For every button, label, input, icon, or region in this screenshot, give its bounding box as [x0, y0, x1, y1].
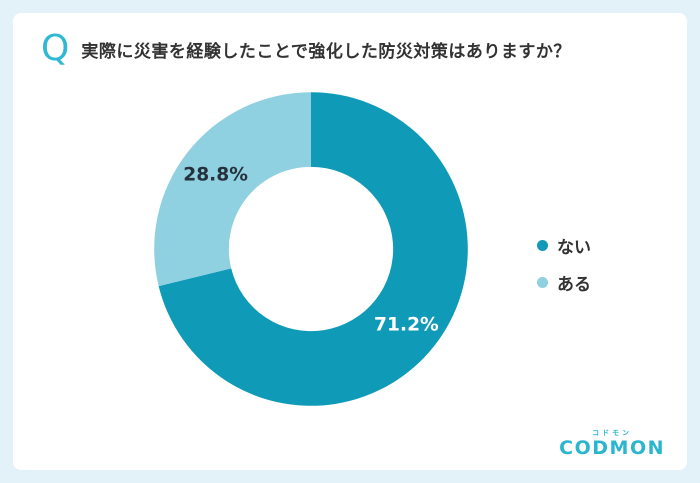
legend-item-aru: ある — [537, 270, 591, 295]
legend-label-nai: ない — [557, 238, 591, 258]
q-icon: Q — [41, 28, 70, 69]
codmon-logo-kana: コドモン — [592, 429, 633, 437]
question-title: 実際に災害を経験したことで強化した防災対策はありますか？ — [81, 41, 571, 62]
codmon-logo: コドモン CODMON — [559, 428, 665, 458]
donut-chart: 71.2% 28.8% — [154, 92, 468, 406]
donut-slice-ある — [154, 92, 311, 287]
legend-dot-aru-icon — [537, 277, 548, 288]
question-header: Q 実際に災害を経験したことで強化した防災対策はありますか？ — [41, 31, 667, 67]
legend-item-nai: ない — [537, 233, 591, 258]
donut-slice-ない — [158, 92, 468, 406]
slice-label-ない: 71.2% — [374, 315, 439, 336]
slice-label-ある: 28.8% — [183, 165, 248, 186]
legend-dot-nai-icon — [537, 240, 548, 251]
codmon-logo-text: CODMON — [559, 437, 665, 459]
legend-label-aru: ある — [557, 275, 591, 295]
survey-card: Q 実際に災害を経験したことで強化した防災対策はありますか？ 71.2% 28.8… — [13, 13, 687, 470]
chart-legend: ない ある — [537, 233, 591, 295]
